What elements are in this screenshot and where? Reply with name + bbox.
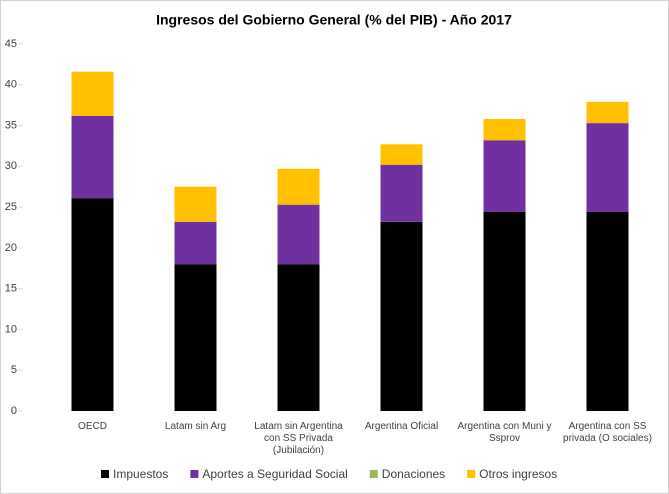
bar-segment [586, 123, 629, 213]
y-tick-label: 35 [5, 119, 17, 131]
bar-segment [483, 212, 526, 411]
legend-label: Donaciones [382, 467, 445, 481]
x-tick-label: OECD [78, 421, 107, 432]
bar-segment [586, 212, 629, 411]
x-tick-label: Latam sin Argentina con SS Privada (Jubi… [254, 421, 343, 456]
legend-label: Impuestos [113, 467, 168, 481]
legend-swatch [101, 470, 109, 478]
bar-segment [71, 198, 114, 411]
x-tick-label: Latam sin Arg [164, 421, 227, 432]
bar-segment [174, 186, 217, 222]
y-tick-label: 40 [5, 79, 17, 91]
bar-segment [586, 101, 629, 124]
y-tick-label: 10 [5, 323, 17, 335]
y-tick-label: 45 [5, 38, 17, 50]
chart-title: Ingresos del Gobierno General (% del PIB… [156, 12, 512, 28]
y-tick-label: 25 [5, 201, 17, 213]
bar-segment [277, 168, 320, 205]
legend-swatch [467, 470, 476, 478]
bar-segment [380, 164, 423, 222]
bar-segment [483, 140, 526, 213]
legend-label: Otros ingresos [479, 467, 557, 481]
bar-segment [483, 119, 526, 141]
bar-segment [174, 221, 217, 265]
y-tick-label: 20 [5, 242, 17, 254]
bar-segment [277, 204, 320, 265]
x-tick-label: Argentina con Muni y Ssprov [457, 421, 552, 444]
x-tick-label: Argentina con SS privada (O sociales) [563, 421, 652, 444]
bar-segment [380, 221, 423, 411]
bar-segment [380, 144, 423, 165]
y-tick-label: 30 [5, 160, 17, 172]
legend-swatch [190, 470, 199, 478]
y-tick-label: 5 [11, 364, 17, 376]
bar-segment [71, 115, 114, 199]
y-tick-label: 15 [5, 283, 17, 295]
legend-label: Aportes a Seguridad Social [202, 467, 347, 481]
bar-segment [71, 71, 114, 116]
x-tick-label: Argentina Oficial [364, 421, 439, 432]
y-tick-label: 0 [11, 405, 17, 417]
bar-segment [277, 264, 320, 411]
bar-segment [174, 264, 217, 411]
legend-swatch [369, 470, 378, 478]
